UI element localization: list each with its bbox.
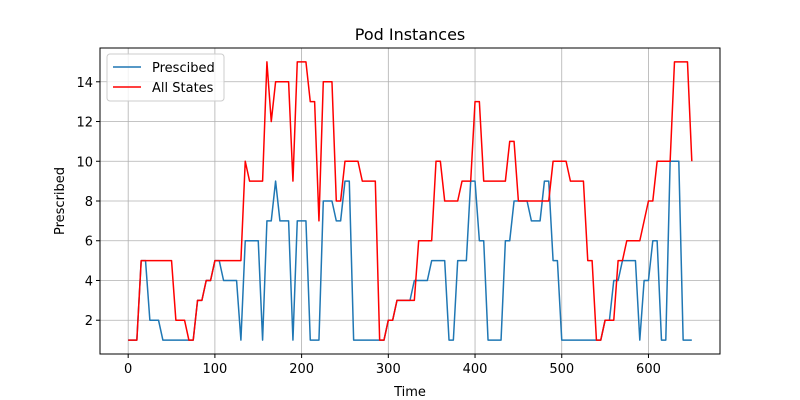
legend: Prescibed All States [106,53,225,102]
x-tick-label: 0 [124,362,132,377]
x-tick-label: 500 [549,362,574,377]
x-tick-label: 300 [376,362,401,377]
y-tick-label: 14 [76,76,93,91]
y-axis-title: Prescribed [53,167,68,235]
y-tick-label: 12 [76,116,93,131]
y-tick-label: 2 [85,314,93,329]
x-tick-label: 200 [289,362,314,377]
legend-label-all-states: All States [152,81,214,96]
legend-box [106,53,225,102]
tick-layer: 0 100 200 300 400 500 600 2 4 6 8 10 12 14 [76,76,660,377]
y-tick-label: 10 [76,155,93,170]
x-tick-label: 600 [636,362,661,377]
x-axis-title: Time [393,385,426,400]
x-tick-label: 100 [202,362,227,377]
series-layer [128,61,693,341]
y-tick-label: 8 [85,195,93,210]
y-tick-label: 6 [85,235,93,250]
series-line-all-states [128,61,693,341]
chart-title: Pod Instances [355,25,466,44]
x-tick-label: 400 [463,362,488,377]
legend-label-prescibed: Prescibed [152,61,215,76]
y-tick-label: 4 [85,274,93,289]
